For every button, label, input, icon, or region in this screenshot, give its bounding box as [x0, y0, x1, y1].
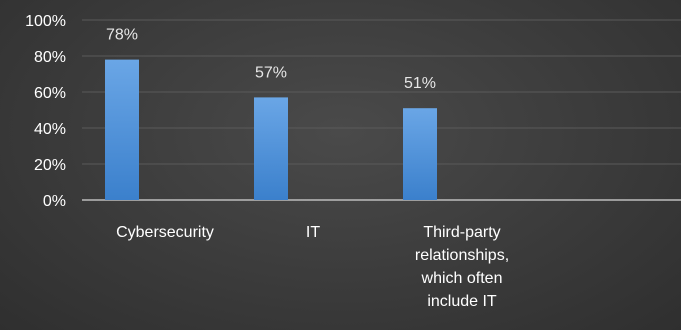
y-tick-label: 20%: [34, 157, 66, 174]
x-tick-label: Cybersecurity: [116, 224, 214, 241]
y-tick-label: 100%: [25, 13, 66, 30]
y-tick-label: 80%: [34, 49, 66, 66]
y-tick-label: 40%: [34, 121, 66, 138]
x-tick-label: Third-party relationships, which often incl…: [415, 224, 509, 310]
data-label: 51%: [404, 75, 436, 92]
data-label: 57%: [255, 64, 287, 81]
x-tick-label-line: which often: [421, 270, 503, 287]
bar: [254, 97, 288, 200]
data-label: 78%: [106, 27, 138, 44]
bar: [403, 108, 437, 200]
y-tick-label: 60%: [34, 85, 66, 102]
bar: [105, 59, 139, 200]
x-tick-label-line: IT: [306, 224, 320, 241]
x-tick-label-line: relationships,: [415, 247, 509, 264]
x-tick-label: IT: [306, 224, 320, 241]
x-tick-label-line: include IT: [427, 293, 497, 310]
x-tick-label-line: Third-party: [423, 224, 500, 241]
x-tick-label-line: Cybersecurity: [116, 224, 214, 241]
y-tick-label: 0%: [43, 193, 66, 210]
